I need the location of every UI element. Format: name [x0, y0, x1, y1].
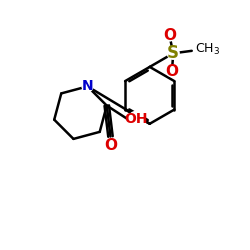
- Circle shape: [167, 47, 179, 59]
- Text: O: O: [163, 28, 176, 43]
- Circle shape: [164, 30, 175, 41]
- Text: O: O: [104, 138, 117, 153]
- Circle shape: [166, 66, 177, 76]
- Text: S: S: [167, 44, 179, 62]
- Circle shape: [82, 81, 93, 92]
- Text: N: N: [82, 79, 93, 93]
- Circle shape: [128, 111, 144, 127]
- Circle shape: [105, 140, 116, 150]
- Text: CH$_3$: CH$_3$: [196, 42, 220, 57]
- Text: OH: OH: [125, 112, 148, 126]
- Text: O: O: [166, 64, 178, 78]
